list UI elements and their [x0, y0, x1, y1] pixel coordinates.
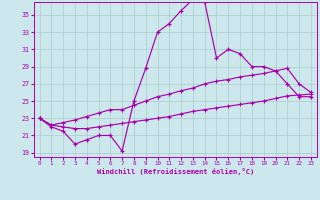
X-axis label: Windchill (Refroidissement éolien,°C): Windchill (Refroidissement éolien,°C) — [97, 168, 254, 175]
